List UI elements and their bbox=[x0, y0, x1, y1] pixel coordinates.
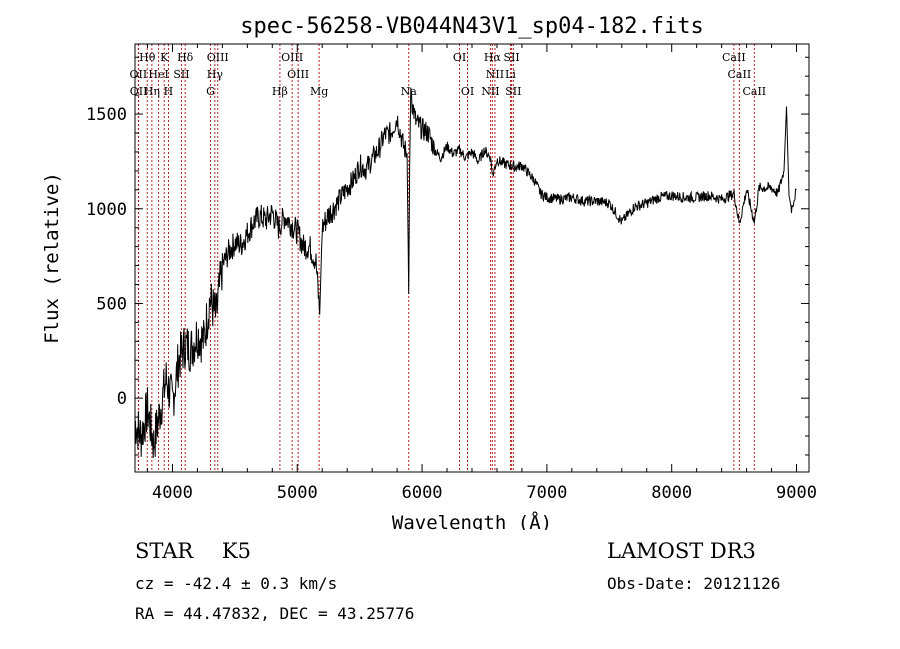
x-tick-label: 8000 bbox=[651, 483, 692, 503]
line-label: Na bbox=[401, 85, 418, 98]
survey-label: LAMOST DR3 bbox=[607, 539, 756, 563]
line-label: OI bbox=[453, 51, 466, 64]
line-label: Mg bbox=[310, 85, 328, 98]
y-axis-label: Flux (relative) bbox=[41, 172, 63, 344]
line-label: OIII bbox=[207, 51, 229, 64]
class-label: STAR bbox=[135, 539, 194, 563]
line-label: CaII bbox=[722, 51, 746, 64]
redshift-text: cz = -42.4 ± 0.3 km/s bbox=[135, 574, 338, 593]
line-label: CaII bbox=[728, 68, 752, 81]
line-label: SII bbox=[173, 68, 189, 81]
line-label: Hδ bbox=[177, 51, 194, 64]
y-tick-label: 1500 bbox=[86, 105, 127, 125]
line-label: Hγ bbox=[207, 68, 224, 81]
x-tick-label: 5000 bbox=[277, 483, 318, 503]
spectrum-line bbox=[134, 87, 797, 459]
plot-frame bbox=[134, 43, 810, 473]
y-tick-label: 0 bbox=[117, 389, 127, 409]
axis-ticks: 4000 5000 6000 7000 8000 9000 0 500 1000 1500 bbox=[86, 44, 817, 503]
line-label: Hα bbox=[484, 51, 502, 64]
line-label: OII bbox=[130, 68, 148, 81]
obs-date-text: Obs-Date: 20121126 bbox=[607, 574, 781, 593]
line-label: SII bbox=[505, 85, 521, 98]
line-label: Hη bbox=[144, 85, 160, 98]
line-label: Li bbox=[505, 68, 516, 81]
coordinates-text: RA = 44.47832, DEC = 43.25776 bbox=[135, 604, 415, 623]
x-tick-label: 6000 bbox=[402, 483, 443, 503]
x-tick-label: 7000 bbox=[526, 483, 567, 503]
x-axis-label: Wavelength (Å) bbox=[392, 511, 552, 530]
line-markers bbox=[137, 44, 755, 472]
line-label: NII bbox=[481, 85, 499, 98]
line-label: Hθ bbox=[139, 51, 156, 64]
line-label: HeI bbox=[148, 68, 168, 81]
line-label: K bbox=[160, 51, 169, 64]
line-label: NII bbox=[486, 68, 504, 81]
object-class: STAR K5 bbox=[135, 539, 251, 563]
line-label: G bbox=[206, 85, 215, 98]
x-tick-label: 9000 bbox=[776, 483, 817, 503]
line-label: H bbox=[164, 85, 174, 98]
x-tick-label: 4000 bbox=[152, 483, 193, 503]
line-label: OI bbox=[461, 85, 474, 98]
line-label: CaII bbox=[742, 85, 766, 98]
line-label: OIII bbox=[287, 68, 309, 81]
y-tick-label: 1000 bbox=[86, 200, 127, 220]
line-label: OII bbox=[130, 85, 148, 98]
chart-title: spec-56258-VB044N43V1_sp04-182.fits bbox=[240, 14, 704, 39]
subclass-label: K5 bbox=[221, 539, 251, 563]
line-label: SII bbox=[503, 51, 519, 64]
line-label: Hβ bbox=[272, 85, 288, 98]
line-label: OIII bbox=[281, 51, 303, 64]
y-tick-label: 500 bbox=[96, 294, 127, 314]
